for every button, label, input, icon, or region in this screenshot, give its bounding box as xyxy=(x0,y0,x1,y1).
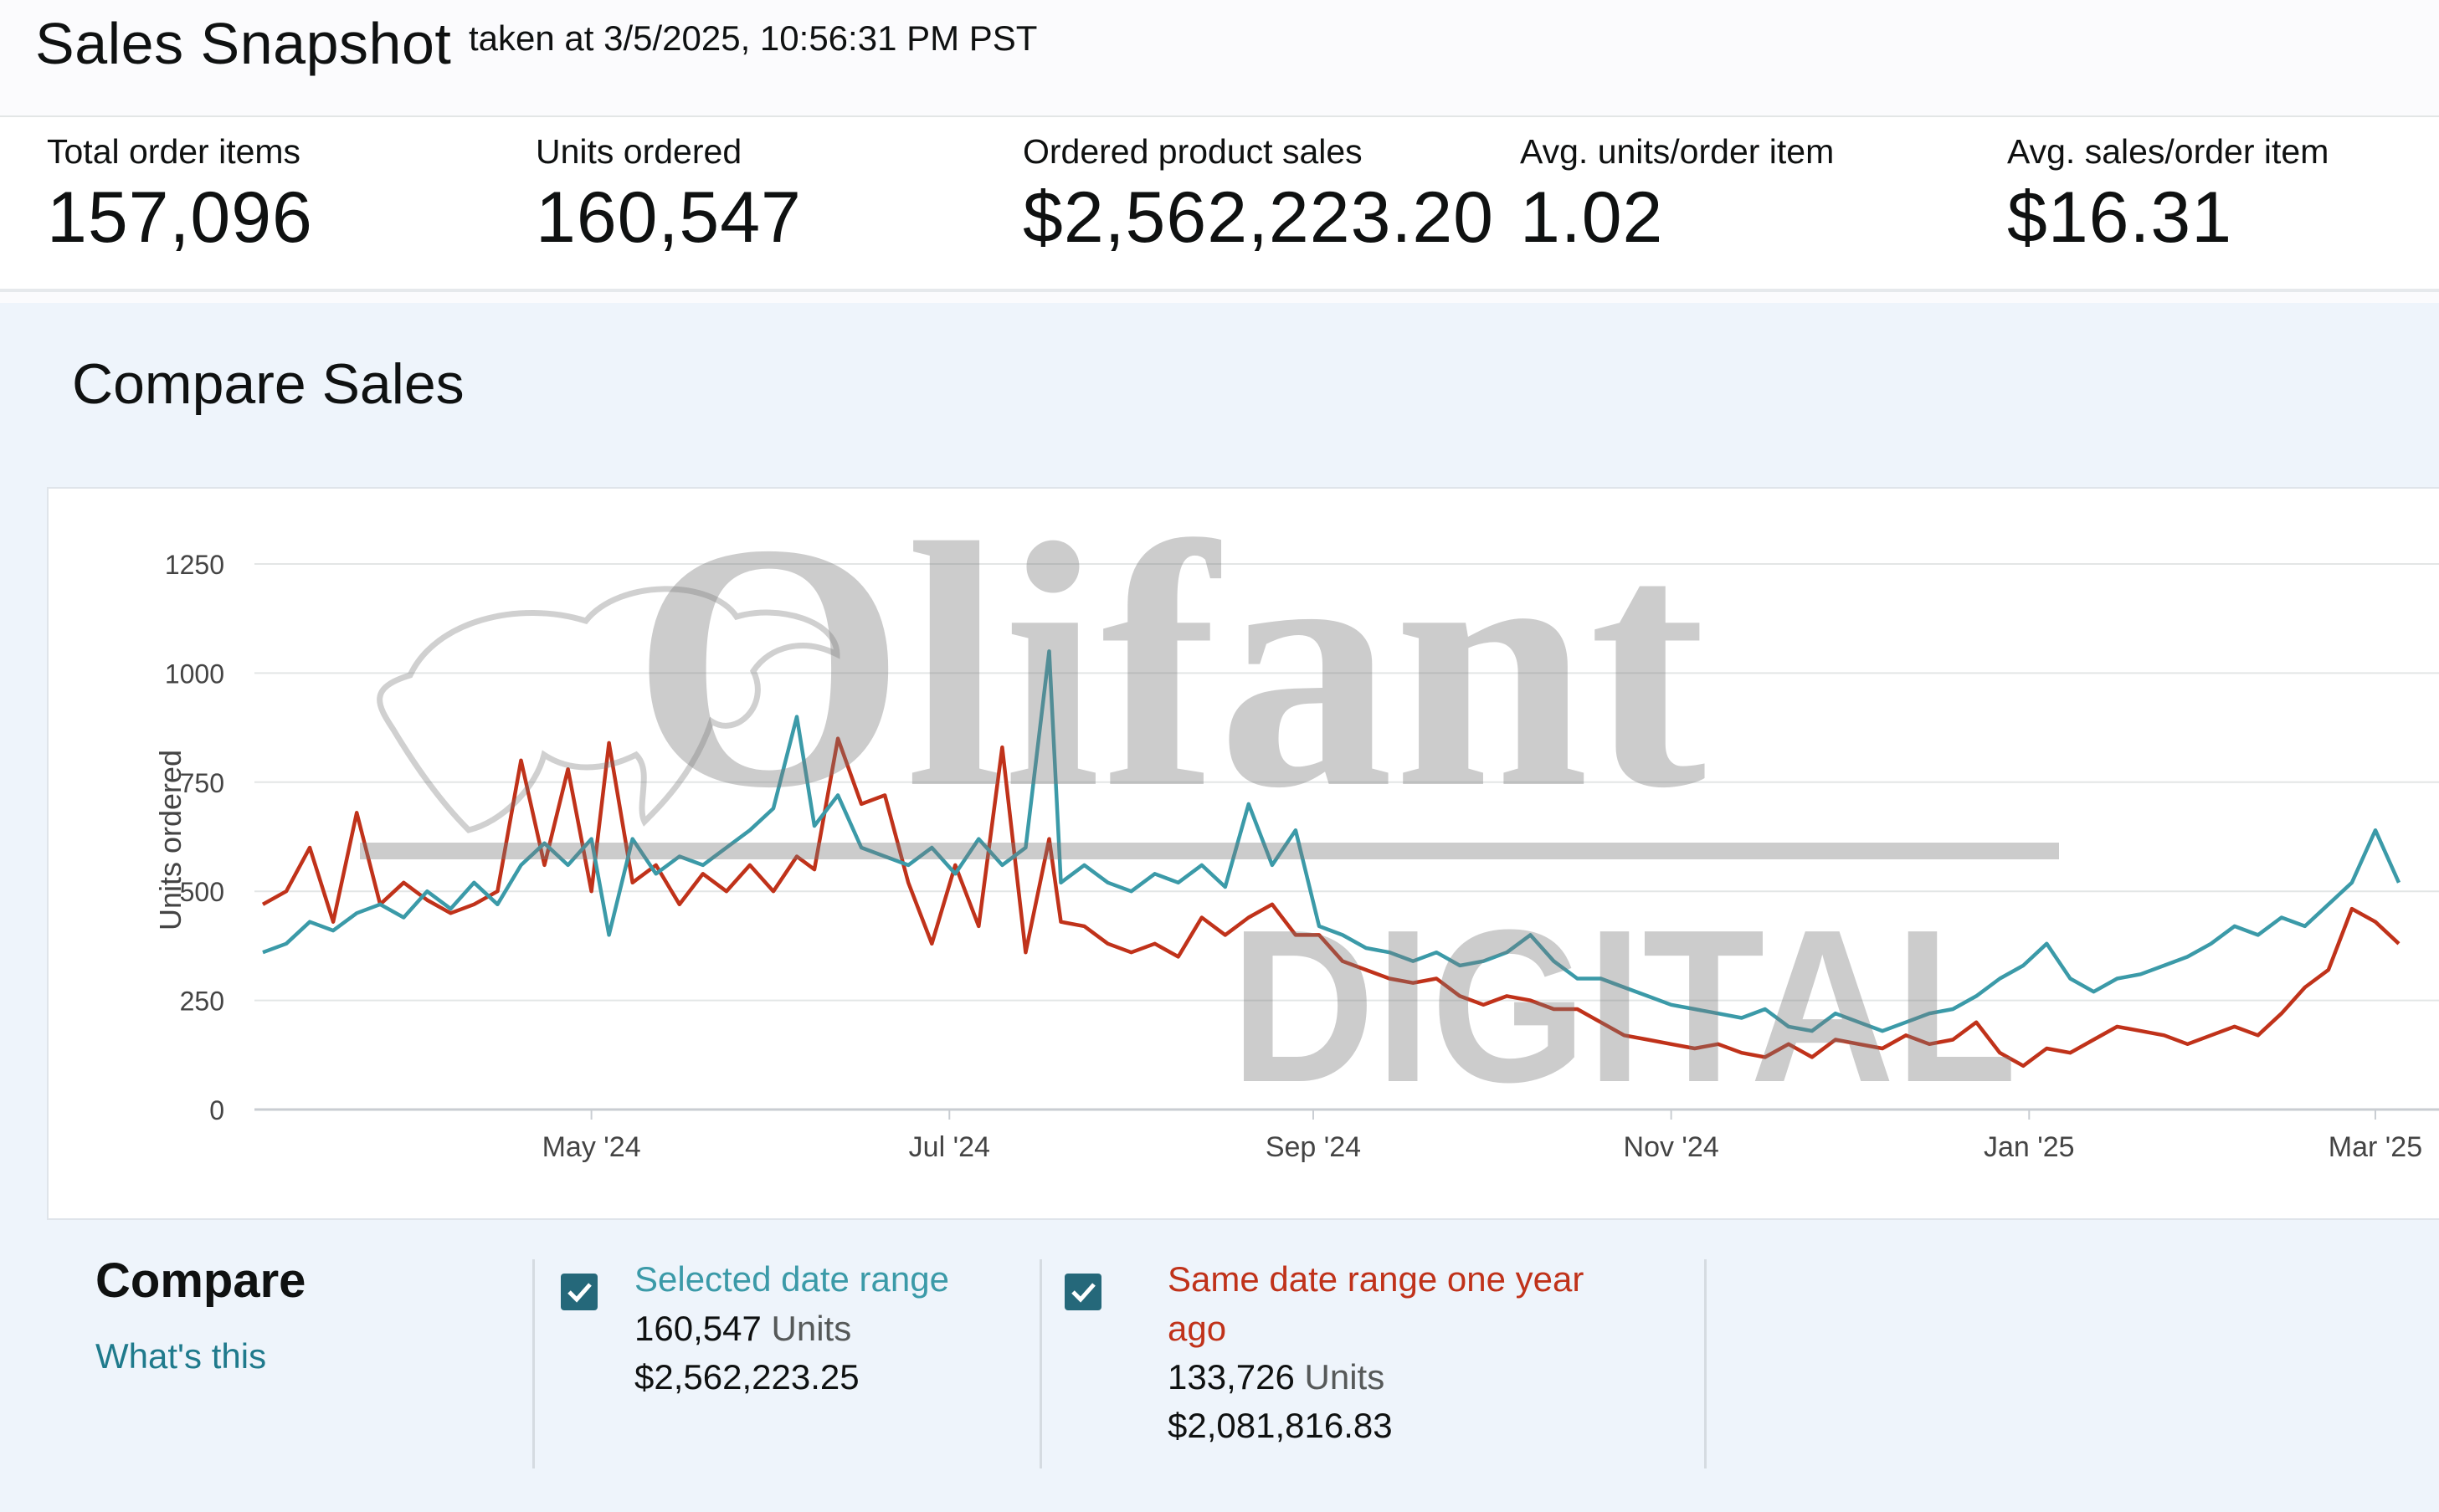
divider xyxy=(1704,1259,1707,1468)
x-tick-label: Nov '24 xyxy=(1624,1131,1719,1163)
compare-title: Compare xyxy=(95,1253,306,1308)
y-tick-label: 500 xyxy=(180,877,224,907)
metric-avg-sales-per-order-item: Avg. sales/order item $16.31 xyxy=(2007,132,2329,259)
metric-value: 1.02 xyxy=(1520,177,1664,258)
metric-label: Ordered product sales xyxy=(1023,132,1363,171)
metric-label: Avg. units/order item xyxy=(1520,132,1835,171)
y-tick-label: 750 xyxy=(180,768,224,798)
previous-range-units: 133,726 Units xyxy=(1168,1357,1384,1397)
selected-range-label: Selected date range xyxy=(634,1259,949,1299)
metric-total-order-items: Total order items 157,096 xyxy=(47,132,313,259)
sales-line-chart: 0 250 500 750 1000 1250 May '24 Jul '24 Sep '24 N… xyxy=(153,550,2439,1163)
metric-label: Avg. sales/order item xyxy=(2007,132,2329,171)
metric-value: $16.31 xyxy=(2007,177,2233,258)
x-tick-label: Jan '25 xyxy=(1984,1131,2075,1163)
units-word: Units xyxy=(771,1309,852,1348)
units-value: 133,726 xyxy=(1168,1357,1295,1397)
compare-sales-title: Compare Sales xyxy=(72,352,465,416)
y-tick-label: 1250 xyxy=(165,550,224,580)
checkmark-icon xyxy=(1071,1283,1096,1303)
metric-label: Units ordered xyxy=(536,132,742,171)
selected-range-checkbox[interactable] xyxy=(561,1274,598,1310)
x-tick-label: Jul '24 xyxy=(909,1131,990,1163)
metric-value: $2,562,223.20 xyxy=(1023,177,1494,258)
metric-avg-units-per-order-item: Avg. units/order item 1.02 xyxy=(1520,132,1834,259)
y-axis-label: Units ordered xyxy=(153,750,187,930)
divider xyxy=(532,1259,535,1468)
whats-this-link[interactable]: What's this xyxy=(95,1336,267,1376)
metric-ordered-product-sales: Ordered product sales $2,562,223.20 xyxy=(1023,132,1494,259)
previous-range-checkbox[interactable] xyxy=(1065,1274,1101,1310)
page-title: Sales Snapshot xyxy=(35,11,452,76)
units-value: 160,547 xyxy=(634,1309,762,1348)
checkmark-icon xyxy=(567,1283,592,1303)
series-line-previous-year xyxy=(261,736,2400,1069)
selected-range-sales: $2,562,223.25 xyxy=(634,1357,860,1397)
previous-range-label-line1: Same date range one year xyxy=(1168,1259,1584,1299)
compare-sales-panel: Compare Sales 0 250 500 750 1000 1250 May '24 J… xyxy=(0,303,2439,1512)
series-line-selected-range xyxy=(262,649,2401,1033)
y-tick-label: 1000 xyxy=(165,659,224,689)
metrics-bar: Total order items 157,096 Units ordered … xyxy=(0,117,2439,292)
metric-units-ordered: Units ordered 160,547 xyxy=(536,132,802,259)
x-tick-label: Sep '24 xyxy=(1266,1131,1361,1163)
units-word: Units xyxy=(1304,1357,1385,1397)
x-tick-label: May '24 xyxy=(542,1131,641,1163)
metric-label: Total order items xyxy=(47,132,301,171)
x-tick-label: Mar '25 xyxy=(2329,1131,2422,1163)
previous-range-label-line2: ago xyxy=(1168,1309,1227,1348)
y-tick-label: 250 xyxy=(180,987,224,1017)
sales-chart: 0 250 500 750 1000 1250 May '24 Jul '24 Sep '24 N… xyxy=(47,487,2439,1220)
snapshot-timestamp: taken at 3/5/2025, 10:56:31 PM PST xyxy=(469,18,1038,58)
y-tick-label: 0 xyxy=(209,1095,224,1125)
divider xyxy=(1040,1259,1042,1468)
selected-range-units: 160,547 Units xyxy=(634,1309,851,1349)
metric-value: 160,547 xyxy=(536,177,802,258)
metric-value: 157,096 xyxy=(47,177,313,258)
page-header: Sales Snapshot taken at 3/5/2025, 10:56:… xyxy=(0,0,2439,117)
previous-range-sales: $2,081,816.83 xyxy=(1168,1406,1393,1445)
